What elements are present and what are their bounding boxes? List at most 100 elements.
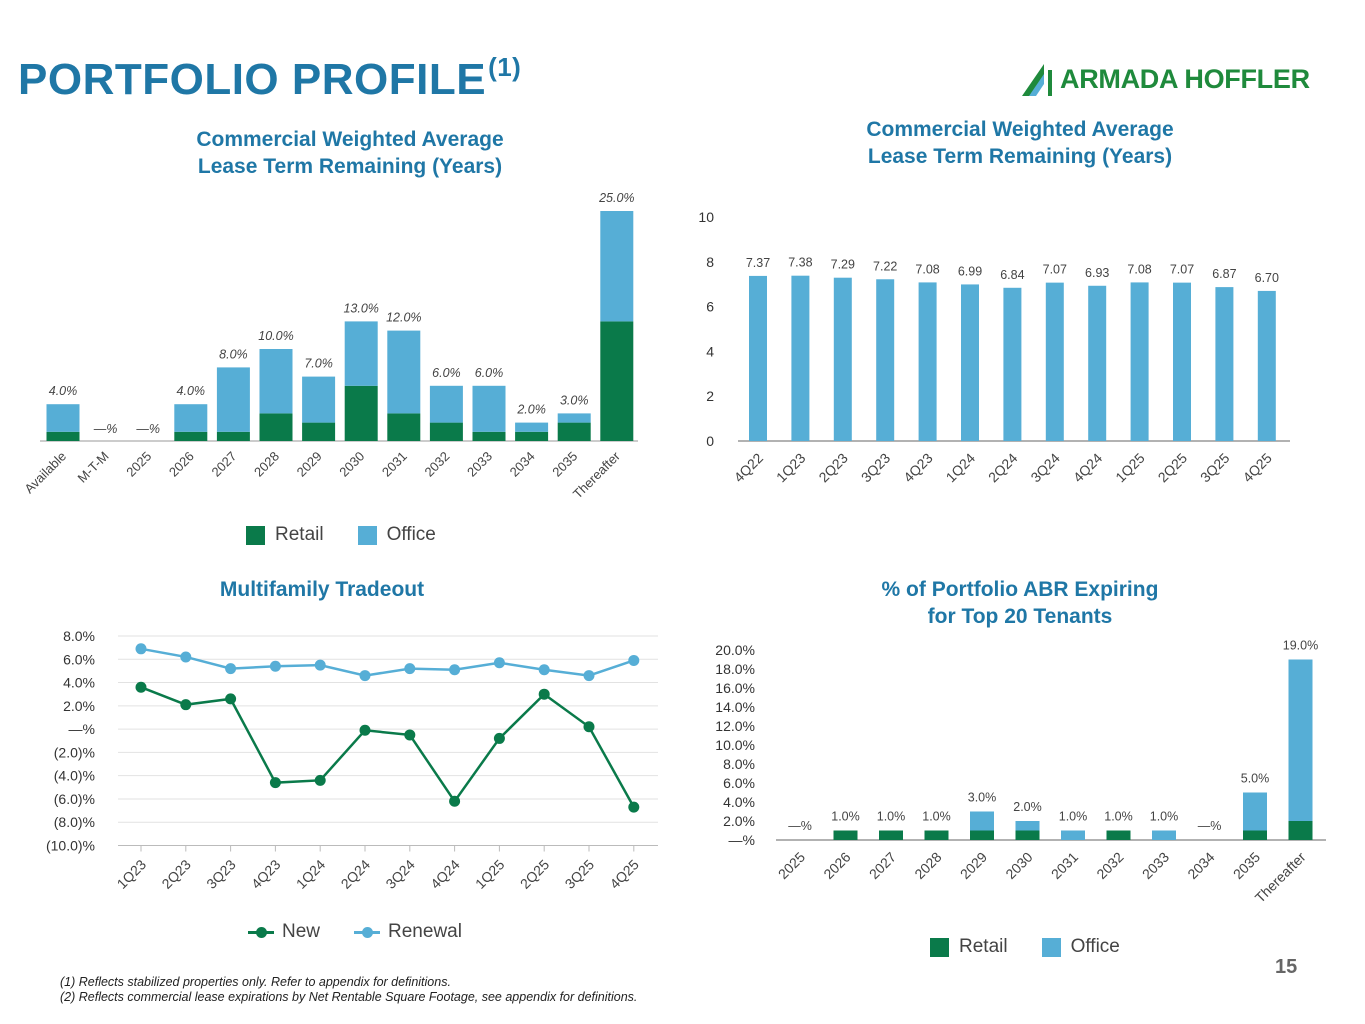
chart1-bar-office: [387, 330, 421, 414]
chart3-point-new: [180, 699, 192, 711]
chart4-x-tick-label: 2028: [911, 849, 944, 882]
legend-item-retail: Retail: [930, 936, 1008, 958]
renewal-line-swatch: [354, 923, 381, 942]
chart2-data-label: 7.29: [831, 258, 855, 272]
chart3-y-tick-label: (2.0)%: [54, 744, 95, 760]
office-swatch: [1041, 937, 1061, 957]
chart1-bar-office: [174, 404, 208, 432]
chart2-data-label: 7.07: [1170, 263, 1194, 277]
chart4-bar-retail: [1015, 830, 1040, 840]
chart3-point-renewal: [135, 643, 147, 655]
chart1-bar-office: [472, 385, 506, 432]
chart2-data-label: 7.07: [1043, 263, 1067, 277]
chart4-y-tick-label: —%: [729, 832, 755, 848]
chart4-bar-office: [1243, 792, 1267, 831]
chart2-data-label: 7.38: [788, 256, 812, 270]
chart2-bar: [791, 275, 810, 441]
chart1-bar-retail: [557, 422, 591, 441]
chart3-y-tick-label: 2.0%: [63, 698, 95, 714]
chart3-point-renewal: [404, 663, 416, 675]
chart4-y-tick-label: 10.0%: [715, 737, 755, 753]
chart4-bar-office: [1061, 830, 1085, 840]
chart1-bar-retail: [259, 413, 293, 441]
chart4-bar-retail: [1243, 830, 1267, 840]
chart2-y-tick-label: 8: [706, 254, 714, 270]
chart3-point-renewal: [628, 654, 640, 666]
chart2-data-label: 6.87: [1212, 267, 1236, 281]
chart1-bar-retail: [387, 413, 421, 441]
chart4-y-tick-label: 8.0%: [723, 756, 755, 772]
chart1-bar-retail: [46, 431, 80, 441]
chart4-data-label: 1.0%: [1150, 810, 1179, 824]
chart3-point-new: [449, 795, 461, 807]
chart3-title: Multifamily Tradeout: [219, 578, 425, 601]
chart1-bar-retail: [515, 431, 549, 441]
chart2-data-label: 7.37: [746, 256, 770, 270]
legend-item-office: Office: [1041, 936, 1120, 958]
chart4-bar-office: [1015, 821, 1040, 831]
chart4-data-label: —%: [788, 819, 812, 833]
chart2-bar: [918, 282, 937, 441]
page-title: PORTFOLIO PROFILE(1): [18, 52, 522, 104]
chart3-point-renewal: [359, 670, 371, 682]
chart4-x-tick-label: 2033: [1139, 849, 1172, 882]
chart4-bar-retail: [879, 830, 903, 840]
chart2-title: Commercial Weighted Average Lease Term R…: [866, 118, 1174, 168]
chart2-bar: [1088, 285, 1107, 441]
chart4-bar-retail: [1288, 821, 1313, 840]
chart4-y-tick-label: 2.0%: [723, 813, 755, 829]
footnote-1: (1) Reflects stabilized properties only.…: [60, 975, 451, 989]
chart4-x-tick-label: 2035: [1230, 849, 1263, 882]
chart2-bar: [876, 279, 895, 441]
chart1-bar-retail: [600, 321, 634, 441]
chart3-point-new: [135, 681, 147, 693]
chart2-bar: [961, 284, 979, 441]
chart1-data-label: 6.0%: [475, 366, 504, 380]
chart4-data-label: 5.0%: [1241, 772, 1270, 786]
chart3-point-renewal: [269, 660, 281, 672]
chart1-data-label: —%: [135, 422, 160, 436]
chart4-y-tick-label: 4.0%: [723, 794, 755, 810]
chart2-y-tick-label: 0: [706, 433, 714, 449]
chart4-x-tick-label: 2027: [866, 849, 899, 882]
chart3-point-new: [314, 774, 326, 786]
page-number: 15: [1275, 956, 1298, 978]
footnote-2: (2) Reflects commercial lease expiration…: [60, 990, 638, 1004]
chart3-y-tick-label: (6.0)%: [54, 791, 95, 807]
chart3-point-new: [269, 777, 281, 789]
logo-text: ARMADA HOFFLER: [1060, 64, 1310, 94]
chart4-y-tick-label: 12.0%: [715, 718, 755, 734]
chart1-data-label: 10.0%: [258, 329, 293, 343]
chart2-data-label: 6.93: [1085, 266, 1109, 280]
chart2-bar: [1257, 290, 1276, 441]
chart1-bar-office: [344, 321, 378, 386]
chart4-y-tick-label: 20.0%: [715, 642, 755, 658]
chart2-data-label: 6.99: [958, 264, 982, 278]
legend-item-retail: Retail: [246, 524, 324, 546]
chart1-data-label: 12.0%: [386, 311, 421, 325]
chart4-x-tick-label: 2030: [1002, 849, 1035, 882]
chart1-bar-office: [259, 349, 293, 414]
chart1-data-label: 7.0%: [304, 357, 333, 371]
chart1-bar-retail: [174, 431, 208, 441]
chart4-bar-office: [970, 811, 994, 831]
chart4-data-label: 1.0%: [922, 810, 951, 824]
chart2-bar: [749, 275, 767, 441]
chart1-data-label: 4.0%: [49, 384, 78, 398]
chart4-x-tick-label: 2025: [775, 849, 808, 882]
chart4-title: % of Portfolio ABR Expiring for Top 20 T…: [881, 578, 1159, 628]
chart1-bar-retail: [429, 422, 463, 441]
chart2-bar: [1173, 282, 1191, 441]
chart2-data-label: 6.70: [1255, 271, 1279, 285]
chart3-point-renewal: [225, 663, 237, 675]
chart4-y-tick-label: 16.0%: [715, 680, 755, 696]
chart2-data-label: 7.08: [1127, 262, 1151, 276]
chart1-bar-retail: [472, 431, 506, 441]
chart3-point-new: [359, 724, 371, 736]
chart1-bar-office: [216, 367, 250, 432]
chart4-x-tick-label: 2029: [957, 849, 990, 882]
chart2-data-label: 7.08: [915, 262, 939, 276]
chart2-bar: [1215, 287, 1234, 441]
chart1-data-label: —%: [93, 422, 118, 436]
